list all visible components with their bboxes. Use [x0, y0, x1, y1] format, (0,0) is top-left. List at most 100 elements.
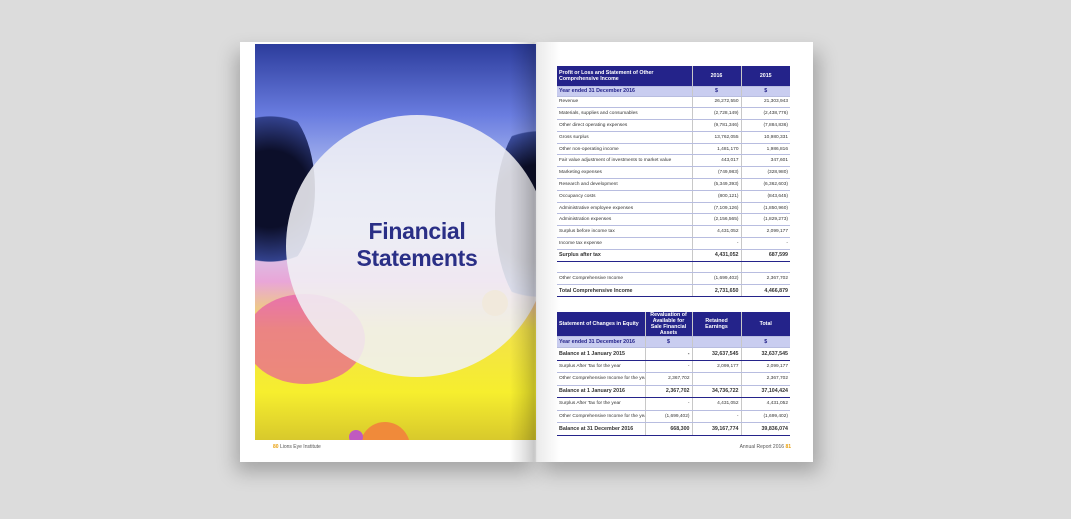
table-cell: $: [740, 336, 790, 348]
photo-shape: [349, 430, 363, 440]
table-row: Marketing expenses (749,983) (328,980): [557, 166, 790, 180]
table-cell: (843,645): [740, 190, 790, 203]
table-cell: Fair value adjustment of investments to …: [557, 154, 692, 168]
right-footer: Annual Report 2016 81: [740, 444, 791, 450]
table-cell: (1,699,402): [644, 410, 692, 423]
table-row: Other direct operating expenses (9,781,34…: [557, 119, 790, 132]
table-cell: (1,829,273): [740, 213, 790, 227]
photo-shape: [360, 422, 410, 440]
table-cell: 21,303,943: [740, 96, 790, 109]
table-row: Profit or Loss and Statement of Other Co…: [557, 66, 790, 87]
table-cell: Revaluation of Available for Sale Financ…: [644, 312, 692, 337]
table-cell: 347,601: [740, 154, 790, 168]
table-cell: 32,637,545: [740, 347, 790, 361]
table-cell: (9,781,346): [691, 119, 741, 132]
table-cell: (7,109,126): [691, 202, 741, 215]
table-cell: 1,481,170: [691, 143, 741, 156]
table-body: Profit or Loss and Statement of Other Co…: [557, 66, 790, 298]
table-cell: (5,349,393): [691, 178, 741, 191]
table-cell: Other Comprehensive Income: [557, 272, 692, 286]
table-cell: (2,156,565): [691, 213, 741, 227]
table-cell: Surplus after tax: [557, 248, 692, 262]
table-row: Year ended 31 December 2016 $ $: [557, 86, 790, 97]
table-row: Occupancy costs (800,121) (843,645): [557, 190, 790, 203]
left-page: Financial Statements 80 Lions Eye Instit…: [240, 42, 548, 462]
table-cell: -: [644, 360, 692, 373]
table-cell: 443,017: [691, 154, 741, 168]
table-cell: -: [644, 397, 692, 411]
table-cell: 2,367,702: [644, 384, 692, 398]
table-cell: -: [691, 410, 741, 423]
table-cell: 1,986,816: [740, 143, 790, 156]
table-row: Materials, supplies and consumables (2,72…: [557, 107, 790, 121]
table-cell: 2016: [691, 66, 741, 87]
right-page: Annual Report 2016 81 Profit or Loss and…: [536, 42, 813, 462]
table-cell: Surplus before income tax: [557, 225, 692, 239]
table-cell: [691, 372, 741, 386]
table-cell: (6,362,603): [740, 178, 790, 191]
table-cell: Total Comprehensive Income: [557, 284, 692, 298]
table-cell: 4,431,052: [691, 397, 741, 411]
table-cell: 2,367,702: [644, 372, 692, 386]
table-cell: (328,980): [740, 166, 790, 180]
left-footer: 80 Lions Eye Institute: [273, 444, 321, 450]
title-line: Statements: [356, 245, 478, 271]
table-cell: 26,272,550: [691, 96, 741, 109]
table-cell: 4,431,052: [691, 225, 741, 239]
table-cell: Year ended 31 December 2016: [557, 86, 692, 97]
table-cell: Profit or Loss and Statement of Other Co…: [557, 66, 692, 87]
table-cell: 687,599: [740, 248, 790, 262]
table-row: Surplus After Tax for the year - 2,099,177…: [557, 360, 790, 373]
table-cell: (1,850,960): [740, 202, 790, 215]
table-cell: 10,980,331: [740, 131, 790, 144]
table-cell: 2,367,702: [740, 372, 790, 386]
table-cell: 13,762,055: [691, 131, 741, 144]
footer-text: Lions Eye Institute: [279, 444, 321, 450]
table-row: Revenue 26,272,550 21,303,943: [557, 96, 790, 109]
table-row: Income tax expense - -: [557, 237, 790, 250]
table-row: Administrative employee expenses (7,109,1…: [557, 202, 790, 215]
table-cell: Income tax expense: [557, 237, 692, 250]
table-cell: Materials, supplies and consumables: [557, 107, 692, 121]
table-row: Fair value adjustment of investments to …: [557, 154, 790, 168]
table-row: [557, 261, 790, 274]
table-row: Other Comprehensive Income for the year 2…: [557, 372, 790, 386]
table-row: Surplus before income tax 4,431,052 2,099,…: [557, 225, 790, 239]
table-cell: [557, 261, 692, 274]
table-row: Balance at 1 January 2016 2,367,702 34,736…: [557, 384, 790, 398]
table-row: Surplus After Tax for the year -4,431,052…: [557, 397, 790, 411]
table-cell: Total: [740, 312, 790, 337]
title-circle: [286, 115, 548, 377]
table-cell: Other direct operating expenses: [557, 119, 692, 132]
table-cell: Balance at 31 December 2016: [557, 422, 645, 436]
table-cell: Surplus After Tax for the year: [557, 360, 645, 373]
table-row: Administration expenses (2,156,565) (1,829…: [557, 213, 790, 227]
table-cell: (1,699,402): [740, 410, 790, 423]
table-row: Other non-operating income 1,481,170 1,986…: [557, 143, 790, 156]
table-cell: 2,367,702: [740, 272, 790, 286]
table-cell: 4,466,879: [740, 284, 790, 298]
table-cell: -: [644, 347, 692, 361]
table-cell: 4,431,052: [691, 248, 741, 262]
table-cell: Administrative employee expenses: [557, 202, 692, 215]
table-body: Statement of Changes in Equity Revaluatio…: [557, 312, 790, 436]
table-cell: Year ended 31 December 2016: [557, 336, 645, 348]
table-cell: 2015: [740, 66, 790, 87]
table-cell: -: [740, 237, 790, 250]
table-cell: 2,099,177: [740, 360, 790, 373]
table-cell: Research and development: [557, 178, 692, 191]
table-cell: Occupancy costs: [557, 190, 692, 203]
data-table: Statement of Changes in Equity Revaluatio…: [557, 312, 790, 436]
title-line: Financial: [368, 218, 466, 244]
table-cell: 37,104,424: [740, 384, 790, 398]
table-cell: (800,121): [691, 190, 741, 203]
table-cell: 34,736,722: [691, 384, 741, 398]
table-cell: Surplus After Tax for the year: [557, 397, 645, 411]
table-row: Gross surplus 13,762,055 10,980,331: [557, 131, 790, 144]
table-cell: -: [691, 237, 741, 250]
table-row: Balance at 31 December 2016 668,300 39,167…: [557, 422, 790, 436]
table-row: Other Comprehensive Income (1,699,402) 2,3…: [557, 272, 790, 286]
table-cell: Other non-operating income: [557, 143, 692, 156]
table-row: Other Comprehensive Income for the year(…: [557, 410, 790, 423]
table-cell: [691, 261, 741, 274]
